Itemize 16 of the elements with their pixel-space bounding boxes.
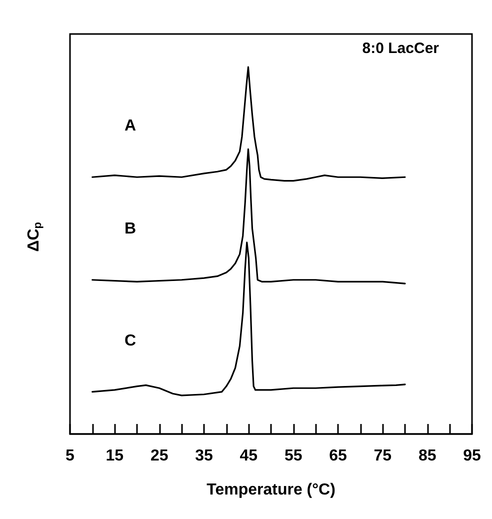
- x-axis-title: Temperature (°C): [206, 482, 336, 498]
- x-tick-label: 75: [374, 448, 392, 464]
- x-tick-label: 55: [284, 448, 302, 464]
- text: A: [124, 118, 137, 135]
- x-tick-label: 85: [418, 448, 436, 464]
- x-tick-label: 95: [463, 448, 481, 464]
- x-tick-label: 45: [240, 448, 258, 464]
- x-tick-label: 35: [195, 448, 213, 464]
- x-tick-label: 65: [329, 448, 347, 464]
- x-tick-label: 15: [106, 448, 124, 464]
- x-tick-label: 25: [150, 448, 168, 464]
- text: B: [124, 220, 136, 238]
- x-tick-label: 5: [66, 448, 75, 464]
- y-axis-title: ΔCp: [26, 222, 44, 252]
- chart-title: 8:0 LacCer: [362, 40, 440, 57]
- text: C: [124, 332, 137, 350]
